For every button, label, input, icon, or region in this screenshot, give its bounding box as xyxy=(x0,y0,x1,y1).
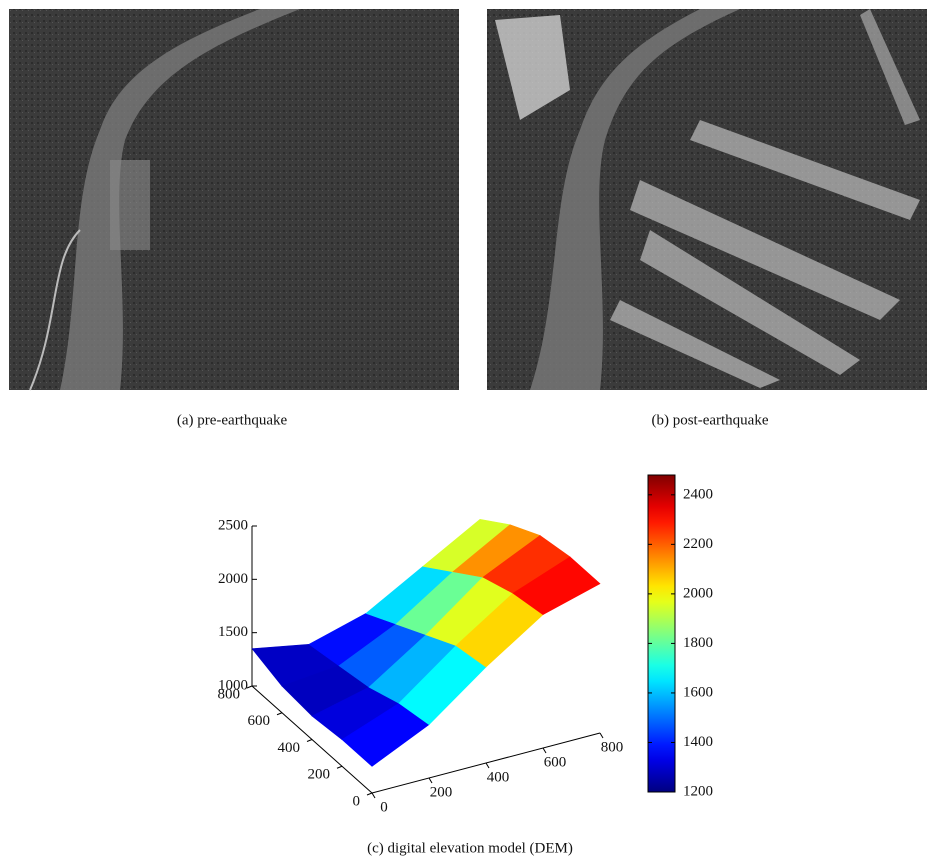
x-tick-label: 0 xyxy=(380,799,388,815)
z-tick-label: 2000 xyxy=(218,571,248,587)
x-tick xyxy=(599,732,604,739)
x-tick-label: 400 xyxy=(487,769,510,785)
image-post xyxy=(487,9,927,390)
x-tick xyxy=(428,777,433,784)
y-tick-label: 400 xyxy=(278,740,301,756)
z-tick-label: 1500 xyxy=(218,624,248,640)
colorbar-tick-label: 1400 xyxy=(683,734,713,750)
y-tick-label: 800 xyxy=(218,686,241,702)
colorbar-tick-label: 2200 xyxy=(683,536,713,552)
y-tick xyxy=(366,792,373,796)
colorbar-tick-label: 1800 xyxy=(683,635,713,651)
x-tick-label: 600 xyxy=(544,754,567,770)
x-tick-label: 200 xyxy=(430,784,453,800)
colorbar xyxy=(647,474,676,793)
y-tick xyxy=(336,765,343,769)
image-pre xyxy=(9,9,459,391)
colorbar-tick-label: 2000 xyxy=(683,585,713,601)
x-tick xyxy=(371,792,376,799)
surface-patch xyxy=(512,556,601,616)
x-tick xyxy=(542,747,547,754)
colorbar-tick-label: 1200 xyxy=(683,783,713,799)
panel-caption: (a) pre-earthquake xyxy=(177,412,288,428)
y-tick-label: 600 xyxy=(248,713,271,729)
colorbar-tick-label: 1600 xyxy=(683,684,713,700)
x-tick-label: 800 xyxy=(601,739,624,755)
chart-caption: (c) digital elevation model (DEM) xyxy=(367,840,573,856)
y-tick xyxy=(246,685,253,689)
z-tick-label: 1000 xyxy=(218,677,248,693)
y-tick-label: 0 xyxy=(353,793,361,809)
x-tick xyxy=(485,762,490,769)
y-tick-label: 200 xyxy=(308,767,331,783)
y-tick xyxy=(306,739,313,742)
panel-caption: (b) post-earthquake xyxy=(651,412,768,428)
y-tick xyxy=(276,712,283,716)
colorbar-tick-label: 2400 xyxy=(683,486,713,502)
z-tick-label: 2500 xyxy=(218,517,248,533)
